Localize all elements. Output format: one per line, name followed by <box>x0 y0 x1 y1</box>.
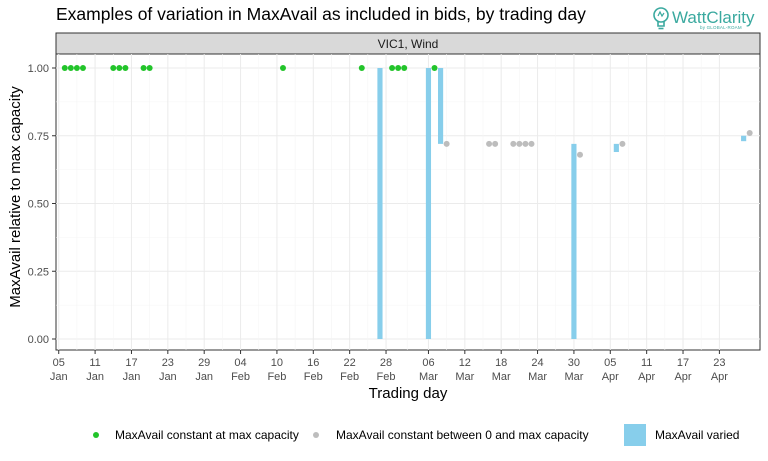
varied-bar <box>571 143 577 339</box>
legend: MaxAvail constant at max capacity MaxAvai… <box>93 424 739 446</box>
facet-label: VIC1, Wind <box>378 37 439 51</box>
brand-tagline: by GLOBAL-ROAM <box>700 25 742 30</box>
y-tick-label: 0.25 <box>28 266 49 278</box>
max-capacity-point <box>146 65 153 71</box>
x-tick-label-month: Feb <box>340 371 359 383</box>
max-capacity-point <box>122 65 129 71</box>
max-capacity-point <box>61 65 68 71</box>
varied-bar <box>438 68 444 144</box>
partial-capacity-point <box>746 130 753 137</box>
max-capacity-point <box>140 65 147 71</box>
brand-logo: WattClarity by GLOBAL-ROAM <box>652 6 762 32</box>
varied-bar <box>613 143 619 153</box>
x-tick-label-month: Jan <box>123 371 141 383</box>
max-capacity-point <box>110 65 117 71</box>
x-tick-label-day: 22 <box>344 357 356 369</box>
y-tick-label: 1.00 <box>28 63 49 75</box>
y-axis-title: MaxAvail relative to max capacity <box>7 86 24 308</box>
grid <box>56 54 760 350</box>
x-tick-label-month: Jan <box>159 371 177 383</box>
max-capacity-point <box>116 65 123 71</box>
partial-capacity-point <box>443 140 450 147</box>
max-capacity-point <box>279 65 286 71</box>
x-tick-label-month: Feb <box>267 371 286 383</box>
panel-background <box>55 32 761 351</box>
x-tick-label-day: 17 <box>125 357 137 369</box>
partial-capacity-point <box>576 151 583 158</box>
max-capacity-point <box>73 65 80 71</box>
y-tick-label: 0.50 <box>28 199 49 211</box>
x-tick-label-day: 23 <box>713 357 725 369</box>
x-tick-label-month: Mar <box>528 371 547 383</box>
x-tick-label-month: Apr <box>638 371 655 383</box>
x-tick-label-day: 18 <box>495 357 507 369</box>
max-capacity-point <box>67 65 74 71</box>
max-capacity-point <box>395 65 402 71</box>
x-tick-label-month: Jan <box>50 371 68 383</box>
legend-key-varied <box>624 424 646 446</box>
max-capacity-point <box>358 65 365 71</box>
max-capacity-point <box>401 65 408 71</box>
x-tick-label-day: 11 <box>89 357 100 369</box>
chart-title: Examples of variation in MaxAvail as inc… <box>56 4 586 24</box>
varied-bar <box>425 68 432 339</box>
x-tick-label-month: Feb <box>304 371 323 383</box>
x-tick-label-day: 29 <box>198 357 210 369</box>
max-capacity-point <box>79 65 86 71</box>
x-tick-label-month: Mar <box>455 371 474 383</box>
x-tick-label-day: 16 <box>307 357 319 369</box>
x-tick-label-month: Apr <box>674 371 691 383</box>
legend-label-max-capacity: MaxAvail constant at max capacity <box>115 428 299 442</box>
varied-bar <box>741 135 747 142</box>
partial-capacity-point <box>486 140 493 147</box>
partial-capacity-point <box>510 140 517 147</box>
facet-strip <box>55 32 761 55</box>
partial-capacity-point <box>522 140 529 147</box>
x-tick-label-month: Mar <box>419 371 438 383</box>
x-tick-label-month: Mar <box>492 371 511 383</box>
legend-label-varied: MaxAvail varied <box>655 428 739 442</box>
x-tick-label-day: 23 <box>162 357 174 369</box>
x-tick-label-day: 10 <box>271 357 283 369</box>
partial-capacity-point <box>528 140 535 147</box>
x-tick-label-day: 11 <box>641 357 652 369</box>
x-tick-label-day: 06 <box>422 357 434 369</box>
x-axis-title: Trading day <box>369 385 448 402</box>
x-tick-label-day: 17 <box>677 357 689 369</box>
x-tick-label-day: 12 <box>459 357 471 369</box>
y-tick-label: 0.75 <box>28 131 49 143</box>
x-tick-label-month: Apr <box>602 371 619 383</box>
x-tick-label-month: Jan <box>195 371 213 383</box>
legend-key-max-capacity <box>93 432 99 438</box>
x-tick-label-month: Mar <box>564 371 583 383</box>
legend-key-partial-capacity <box>313 432 319 438</box>
x-tick-label-day: 28 <box>380 357 392 369</box>
points <box>61 65 753 158</box>
partial-capacity-point <box>619 140 626 147</box>
x-tick-label-month: Feb <box>231 371 250 383</box>
brand-name: WattClarity <box>672 8 755 27</box>
y-tick-label: 0.00 <box>28 334 49 346</box>
x-tick-label-day: 05 <box>604 357 616 369</box>
varied-bar <box>377 68 383 339</box>
partial-capacity-point <box>492 140 499 147</box>
x-tick-label-day: 30 <box>568 357 580 369</box>
max-capacity-point <box>431 65 438 71</box>
x-tick-label-day: 24 <box>531 357 543 369</box>
x-tick-label-day: 05 <box>53 357 65 369</box>
x-tick-label-month: Jan <box>86 371 104 383</box>
x-tick-label-day: 04 <box>234 357 246 369</box>
x-tick-label-month: Apr <box>711 371 728 383</box>
legend-label-partial-capacity: MaxAvail constant between 0 and max capa… <box>336 428 589 442</box>
x-tick-label-month: Feb <box>377 371 396 383</box>
max-capacity-point <box>389 65 396 71</box>
partial-capacity-point <box>516 140 523 147</box>
axes: 0.00 0.25 0.50 0.75 1.00 05 Jan 11 Jan 17 Jan 23 Jan… <box>28 63 729 383</box>
lightbulb-icon <box>653 7 669 30</box>
varied-bars <box>377 68 747 339</box>
